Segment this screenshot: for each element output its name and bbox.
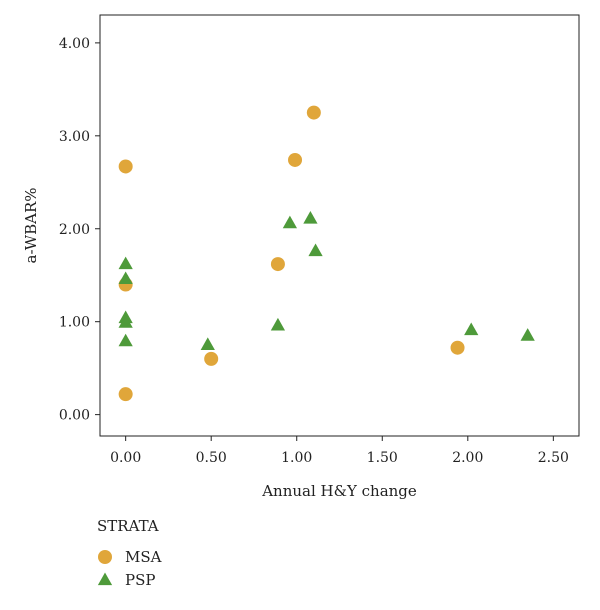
legend-title: STRATA [97,517,159,535]
y-axis-title: a-WBAR% [22,187,40,263]
x-tick-label: 0.50 [196,450,227,466]
y-axis: 0.00 1.00 2.00 3.00 4.00 [59,36,100,424]
series-psp [118,211,535,351]
x-tick-label: 0.00 [110,450,141,466]
psp-point [308,243,323,257]
plot-frame [99,14,580,437]
y-tick-label: 2.00 [59,222,90,238]
psp-point [118,271,133,285]
legend-label: MSA [125,548,162,566]
x-axis: 0.00 0.50 1.00 1.50 2.00 2.50 [110,436,569,466]
legend: STRATA MSA PSP [97,517,162,589]
legend-label: PSP [125,571,155,589]
x-axis-title: Annual H&Y change [261,482,417,500]
msa-point [118,159,133,174]
series-msa [118,105,465,402]
msa-point [204,351,219,366]
msa-point [450,340,465,355]
psp-point [270,317,286,331]
psp-point [303,211,318,224]
x-tick-label: 1.00 [281,450,312,466]
legend-item-msa: MSA [98,548,162,566]
legend-marker-msa [98,550,112,564]
psp-point [118,315,133,328]
y-tick-label: 3.00 [59,129,90,145]
y-tick-label: 0.00 [59,408,90,424]
msa-point [118,387,133,402]
y-tick-label: 4.00 [59,36,90,52]
data-points [118,105,535,402]
psp-point [200,337,215,351]
x-tick-label: 2.00 [452,450,483,466]
psp-point [520,328,535,341]
msa-point [288,152,303,167]
y-tick-label: 1.00 [59,315,90,331]
psp-point [464,322,479,336]
msa-point [270,257,285,272]
legend-marker-psp [97,572,113,586]
x-tick-label: 1.50 [367,450,398,466]
psp-point [118,256,133,270]
legend-item-psp: PSP [97,571,155,589]
msa-point [306,105,321,120]
x-tick-label: 2.50 [538,450,569,466]
psp-point [282,215,298,229]
psp-point [118,333,133,347]
